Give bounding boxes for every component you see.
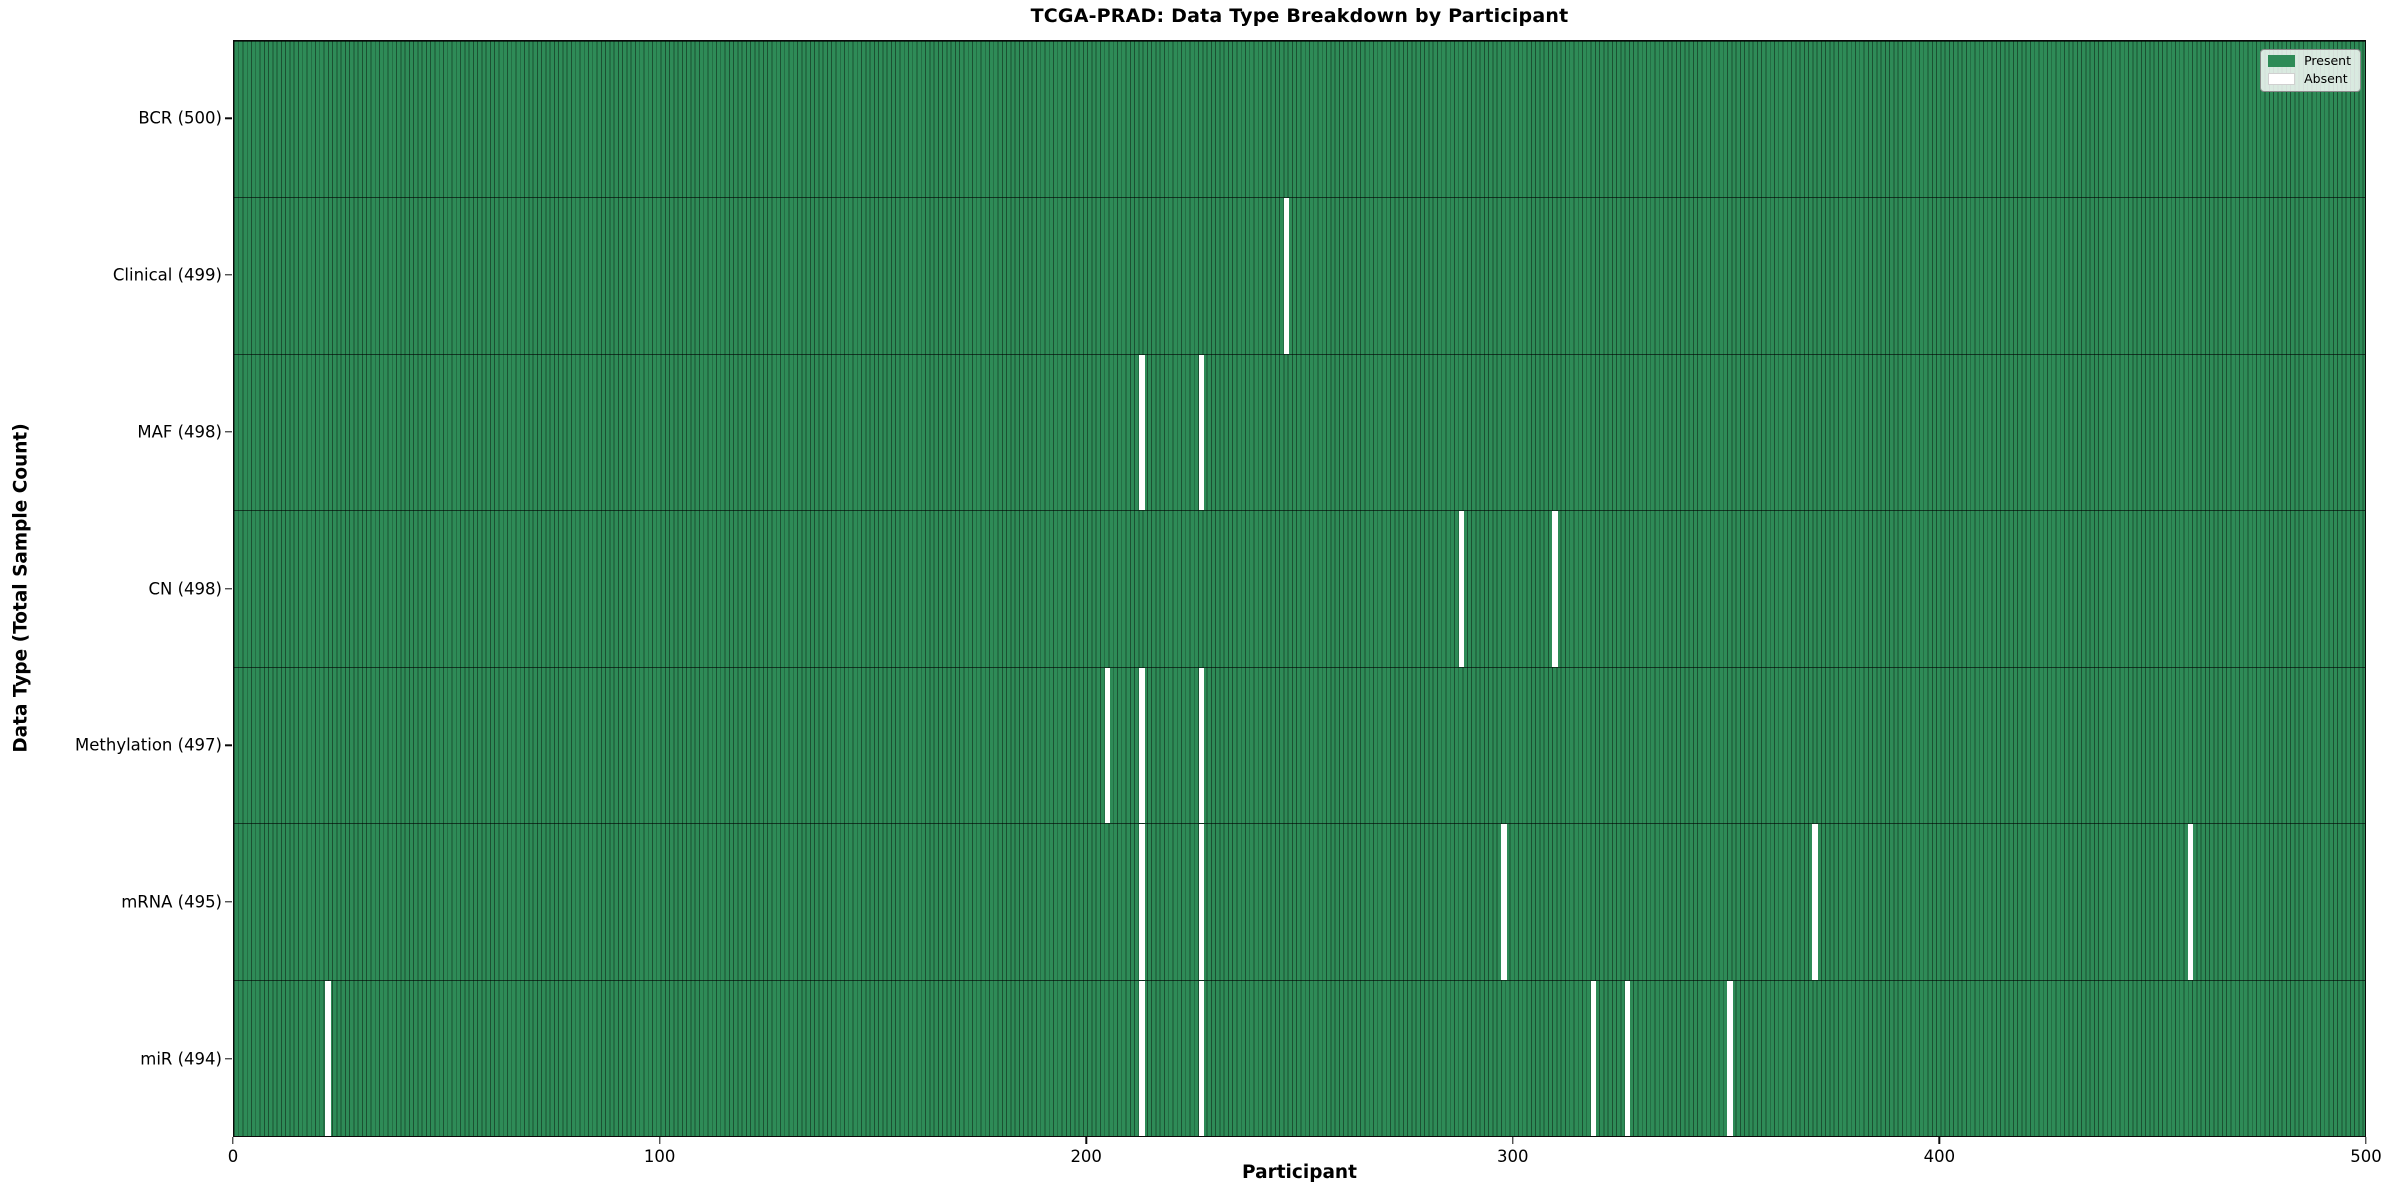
y-tick-mark-MAF	[225, 431, 232, 433]
absent-gap-miR-327	[1624, 980, 1631, 1136]
absent-gap-mRNA-298	[1501, 824, 1507, 980]
heatmap-row-BCR	[234, 41, 2365, 198]
absent-gap-Methylation-227	[1198, 667, 1205, 824]
y-axis-label: Data Type (Total Sample Count)	[10, 423, 32, 753]
absent-gap-mRNA-227	[1198, 824, 1205, 980]
legend-entry-present: Present	[2268, 53, 2351, 68]
y-tick-label-miR: miR (494)	[140, 1049, 222, 1069]
absent-gap-mRNA-371	[1812, 824, 1818, 980]
absent-gap-miR-227	[1198, 980, 1205, 1136]
x-tick-label-200: 200	[1070, 1147, 1102, 1166]
absent-swatch	[2268, 72, 2296, 85]
absent-gap-MAF-227	[1198, 354, 1205, 511]
y-tick-mark-mRNA	[225, 901, 232, 903]
x-tick-mark-100	[658, 1137, 661, 1144]
x-axis-label: Participant	[1242, 1162, 1357, 1183]
present-swatch	[2268, 55, 2296, 68]
heatmap-row-Methylation	[234, 666, 2365, 824]
heatmap-row-MAF	[234, 353, 2365, 511]
y-tick-label-BCR: BCR (500)	[138, 108, 222, 128]
absent-gap-mRNA-213	[1139, 824, 1145, 980]
absent-gap-Methylation-213	[1139, 667, 1145, 824]
x-tick-mark-500	[2365, 1137, 2367, 1144]
x-tick-label-300: 300	[1497, 1147, 1529, 1166]
y-axis-tick-labels: BCR (500) Clinical (499) MAF (498) CN (498)…	[0, 40, 222, 1137]
chart-title: TCGA-PRAD: Data Type Breakdown by Partic…	[1030, 5, 1569, 27]
y-tick-label-Methylation: Methylation (497)	[75, 735, 222, 755]
x-tick-label-100: 100	[643, 1147, 676, 1166]
x-tick-mark-200	[1085, 1137, 1087, 1144]
y-tick-label-MAF: MAF (498)	[137, 422, 222, 442]
y-tick-mark-BCR	[225, 117, 232, 120]
absent-gap-Clinical-247	[1283, 198, 1290, 354]
heatmap-row-CN	[234, 510, 2365, 667]
x-tick-label-0: 0	[227, 1147, 239, 1166]
heatmap-row-mRNA	[234, 823, 2365, 980]
absent-gap-miR-22	[325, 980, 331, 1136]
x-tick-label-500: 500	[2350, 1147, 2382, 1166]
y-tick-label-Clinical: Clinical (499)	[112, 265, 222, 285]
absent-gap-miR-213	[1139, 980, 1145, 1136]
absent-gap-miR-351	[1727, 980, 1733, 1136]
x-tick-mark-0	[232, 1137, 234, 1144]
absent-gap-CN-288	[1458, 511, 1465, 667]
x-tick-mark-400	[1938, 1137, 1941, 1144]
heatmap-row-Clinical	[234, 197, 2365, 354]
y-tick-mark-miR	[225, 1057, 232, 1060]
absent-gap-Methylation-205	[1104, 667, 1111, 824]
x-axis-ticks: 0 100 200 300 400 500	[228, 1137, 2382, 1177]
legend: Present Absent	[2260, 49, 2361, 92]
x-tick-mark-300	[1512, 1137, 1514, 1144]
legend-label-present: Present	[2304, 53, 2351, 68]
y-tick-label-mRNA: mRNA (495)	[121, 892, 222, 912]
y-tick-mark-CN	[225, 587, 232, 590]
absent-gap-mRNA-459	[2187, 824, 2193, 980]
absent-gap-MAF-213	[1139, 354, 1145, 511]
absent-gap-CN-310	[1552, 511, 1558, 667]
plot-area: Present Absent	[233, 40, 2366, 1137]
y-tick-label-CN: CN (498)	[148, 579, 222, 598]
absent-gap-miR-319	[1590, 980, 1597, 1136]
x-tick-label-400: 400	[1923, 1147, 1956, 1166]
y-tick-mark-Methylation	[225, 744, 232, 746]
heatmap-row-miR	[234, 979, 2365, 1136]
legend-entry-absent: Absent	[2268, 70, 2351, 86]
y-tick-mark-Clinical	[225, 274, 232, 276]
legend-label-absent: Absent	[2304, 70, 2348, 86]
